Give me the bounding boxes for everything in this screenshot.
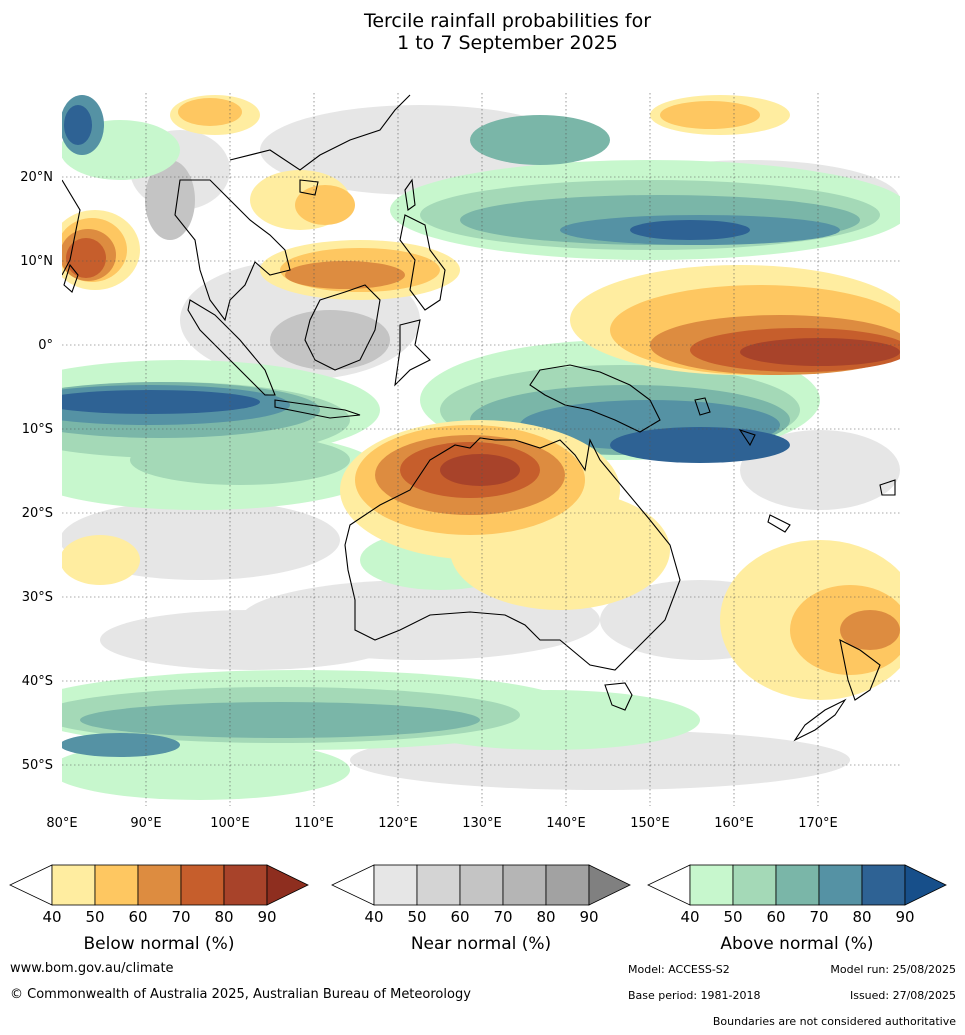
lon-label: 130°E [462, 816, 502, 831]
lat-label: 0° [38, 338, 53, 353]
colorbar-tick: 80 [214, 908, 233, 926]
lat-label: 50°S [22, 758, 53, 773]
coastlines [62, 94, 896, 742]
title-line-2: 1 to 7 September 2025 [397, 32, 618, 54]
lat-label: 30°S [22, 590, 53, 605]
colorbar-label: Below normal (%) [84, 934, 235, 954]
gridlines [62, 93, 900, 806]
lat-label: 20°S [22, 506, 53, 521]
colorbar-above-normal: 40 50 60 70 80 90 Above normal (%) [647, 864, 947, 954]
colorbar-tick: 90 [895, 908, 914, 926]
disclaimer-text: Boundaries are not considered authoritat… [712, 1015, 956, 1028]
lat-label: 40°S [22, 674, 53, 689]
colorbar-tick: 60 [128, 908, 147, 926]
colorbar-tick: 90 [257, 908, 276, 926]
map-title: Tercile rainfall probabilities for 1 to … [0, 10, 965, 54]
colorbar-tick: 80 [536, 908, 555, 926]
colorbar-below-normal: 40 50 60 70 80 90 Below normal (%) [9, 864, 309, 954]
colorbar-tick: 80 [852, 908, 871, 926]
base-period-text: Base period: 1981-2018 [628, 989, 761, 1002]
colorbar-tick: 90 [579, 908, 598, 926]
colorbar-tick: 60 [450, 908, 469, 926]
colorbar-label: Near normal (%) [411, 934, 551, 954]
colorbar-near-normal: 40 50 60 70 80 90 Near normal (%) [331, 864, 631, 954]
latitude-labels: 20°N 10°N 0° 10°S 20°S 30°S 40°S 50°S [20, 170, 53, 773]
issued-text: Issued: 27/08/2025 [849, 989, 956, 1002]
copyright-text: © Commonwealth of Australia 2025, Austra… [10, 987, 471, 1002]
model-text: Model: ACCESS-S2 [628, 963, 730, 976]
colorbar-tick: 50 [85, 908, 104, 926]
lon-label: 170°E [798, 816, 838, 831]
colorbar-tick: 50 [723, 908, 742, 926]
colorbar-tick: 70 [171, 908, 190, 926]
colorbar-tick: 60 [766, 908, 785, 926]
lon-label: 120°E [378, 816, 418, 831]
colorbar-label: Above normal (%) [720, 934, 873, 954]
model-run-text: Model run: 25/08/2025 [830, 963, 956, 976]
colorbar-tick: 70 [493, 908, 512, 926]
colorbar-tick: 50 [407, 908, 426, 926]
lon-label: 80°E [46, 816, 77, 831]
lat-label: 10°N [20, 254, 53, 269]
lat-label: 20°N [20, 170, 53, 185]
website-link[interactable]: www.bom.gov.au/climate [10, 961, 174, 976]
longitude-labels: 80°E 90°E 100°E 110°E 120°E 130°E 140°E … [46, 816, 837, 831]
lon-label: 110°E [294, 816, 334, 831]
title-line-1: Tercile rainfall probabilities for [363, 10, 652, 32]
colorbar-tick: 40 [42, 908, 61, 926]
lat-label: 10°S [22, 422, 53, 437]
colorbar-tick: 40 [364, 908, 383, 926]
probability-field [62, 93, 900, 806]
colorbar-tick: 70 [809, 908, 828, 926]
lon-label: 100°E [210, 816, 250, 831]
lon-label: 160°E [714, 816, 754, 831]
lon-label: 140°E [546, 816, 586, 831]
lon-label: 150°E [630, 816, 670, 831]
lon-label: 90°E [130, 816, 161, 831]
colorbar-tick: 40 [680, 908, 699, 926]
